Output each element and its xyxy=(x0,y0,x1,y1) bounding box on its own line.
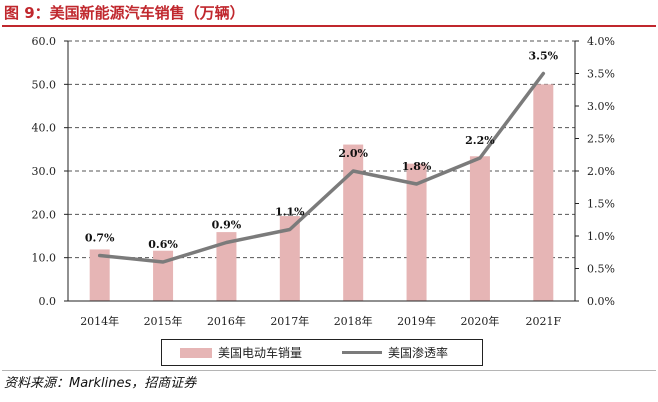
y-left-tick-label: 50.0 xyxy=(32,78,57,91)
x-tick-label: 2020年 xyxy=(460,314,499,328)
y-left-tick-label: 20.0 xyxy=(32,208,57,221)
y-right-tick-label: 1.5% xyxy=(587,198,615,211)
legend-swatch-penetration xyxy=(342,351,382,354)
x-tick-label: 2014年 xyxy=(80,314,119,328)
penetration-data-label: 0.6% xyxy=(148,238,178,251)
figure-title: 图 9：美国新能源汽车销售（万辆） xyxy=(4,4,245,22)
title-underline xyxy=(2,25,656,27)
y-left-tick-label: 60.0 xyxy=(32,35,57,48)
x-tick-label: 2019年 xyxy=(397,314,436,328)
line-series xyxy=(97,71,546,264)
legend-item-sales: 美国电动车销量 xyxy=(180,340,302,365)
y-right-tick-label: 0.0% xyxy=(587,295,615,308)
bar xyxy=(279,216,300,301)
x-tick-label: 2015年 xyxy=(144,314,183,328)
source-note: 资料来源：Marklines，招商证券 xyxy=(4,376,197,391)
bar xyxy=(533,84,554,301)
bar xyxy=(406,163,427,301)
x-tick-label: 2018年 xyxy=(334,314,373,328)
penetration-data-label: 3.5% xyxy=(529,50,559,63)
bar xyxy=(343,144,364,301)
grid-lines xyxy=(68,40,575,259)
penetration-data-label: 0.9% xyxy=(212,219,242,232)
y-left-tick-label: 30.0 xyxy=(32,165,57,178)
axes: 0.0 10.0 20.0 30.0 40.0 50.0 60.0 0.0% 0.5% 1.0% 1… xyxy=(32,35,615,328)
y-left-tick-label: 10.0 xyxy=(32,252,57,265)
legend-label-penetration: 美国渗透率 xyxy=(388,346,449,360)
bar xyxy=(89,249,110,301)
x-tick-label: 2021F xyxy=(525,315,561,328)
y-right-tick-label: 3.5% xyxy=(587,68,615,81)
legend-swatch-sales xyxy=(180,347,212,358)
chart: 0.0 10.0 20.0 30.0 40.0 50.0 60.0 0.0% 0.5% 1.0% 1… xyxy=(32,35,615,328)
y-right-tick-label: 2.0% xyxy=(587,165,615,178)
bar xyxy=(216,232,237,301)
legend-item-penetration: 美国渗透率 xyxy=(342,340,448,365)
penetration-data-label: 2.0% xyxy=(338,147,368,160)
data-labels: 0.7% 0.6% 0.9% 1.1% 2.0% 1.8% 2.2% 3.5% xyxy=(85,50,559,252)
penetration-data-label: 1.8% xyxy=(402,160,432,173)
y-right-tick-label: 2.5% xyxy=(587,133,615,146)
penetration-data-label: 1.1% xyxy=(275,206,305,219)
penetration-line xyxy=(97,71,546,264)
bar xyxy=(469,156,490,301)
penetration-data-label: 0.7% xyxy=(85,232,115,245)
x-tick-label: 2016年 xyxy=(207,314,246,328)
y-right-tick-label: 1.0% xyxy=(587,230,615,243)
bar-series xyxy=(89,84,554,301)
legend-label-sales: 美国电动车销量 xyxy=(218,346,303,360)
penetration-data-label: 2.2% xyxy=(465,134,495,147)
bar xyxy=(153,250,174,301)
x-tick-label: 2017年 xyxy=(270,314,309,328)
y-right-tick-label: 4.0% xyxy=(587,35,615,48)
y-right-tick-label: 0.5% xyxy=(587,263,615,276)
source-divider xyxy=(2,370,656,371)
y-right-tick-label: 3.0% xyxy=(587,100,615,113)
y-left-tick-label: 0.0 xyxy=(39,295,57,308)
legend: 美国电动车销量 美国渗透率 xyxy=(161,339,483,366)
y-left-tick-label: 40.0 xyxy=(32,122,57,135)
